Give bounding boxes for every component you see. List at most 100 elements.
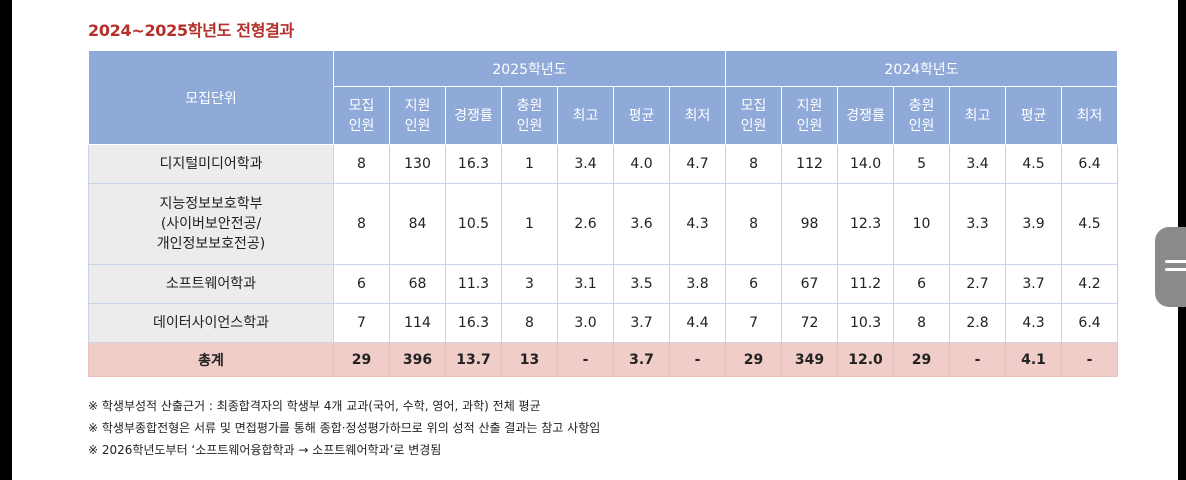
value-cell: 84 [389,183,446,265]
value-cell: 3.0 [557,303,614,343]
value-cell: 10.5 [445,183,502,265]
total-value-cell: 12.0 [837,342,895,377]
value-cell: 16.3 [445,144,502,184]
value-cell: 3.6 [613,183,670,265]
value-cell: 4.5 [1005,144,1063,184]
value-cell: 1 [501,144,558,184]
header-subcolumn: 경쟁률 [837,86,895,145]
value-cell: 3.1 [557,264,614,304]
total-value-cell: - [1061,342,1119,377]
header-subcolumn: 모집 인원 [333,86,390,145]
value-cell: 6 [725,264,783,304]
value-cell: 1 [501,183,558,265]
value-cell: 3.3 [949,183,1007,265]
value-cell: 4.7 [668,144,727,184]
value-cell: 8 [893,303,951,343]
value-cell: 3.4 [557,144,614,184]
value-cell: 3.9 [1005,183,1063,265]
total-value-cell: 29 [333,342,390,377]
table-row: 지능정보보호학부 (사이버보안전공/개인정보보호전공) 8 84 10.5 1 2.6 3.6… [88,183,1119,265]
value-cell: 112 [781,144,839,184]
value-cell: 16.3 [445,303,502,343]
value-cell: 7 [333,303,390,343]
side-scroll-handle[interactable] [1155,227,1186,307]
total-value-cell: - [949,342,1007,377]
unit-name-cell: 소프트웨어학과 [88,264,334,304]
value-cell: 4.0 [613,144,670,184]
value-cell: 2.6 [557,183,614,265]
page-title: 2024~2025학년도 전형결과 [88,21,294,40]
value-cell: 2.7 [949,264,1007,304]
value-cell: 2.8 [949,303,1007,343]
header-year-2025: 2025학년도 [332,50,727,87]
value-cell: 3 [501,264,558,304]
total-value-cell: 13 [501,342,558,377]
value-cell: 14.0 [837,144,895,184]
value-cell: 6 [333,264,390,304]
value-cell: 8 [333,183,390,265]
value-cell: 6.4 [1061,144,1119,184]
total-value-cell: 29 [893,342,951,377]
header-unit: 모집단위 [88,50,334,145]
footnote: ※ 2026학년도부터 ‘소프트웨어융합학과 → 소프트웨어학과’로 변경됨 [88,443,442,457]
header-subcolumn: 충원 인원 [893,86,951,145]
admission-results-table: 모집단위 2025학년도 2024학년도 모집 인원 지원 인원 경쟁률 충원 인원 최고 평균… [88,50,1119,377]
table-body: 디지털미디어학과 8 130 16.3 1 3.4 4.0 4.7 8 112 14.0 5 3.4 4.… [88,144,1119,377]
total-row: 총계 29 396 13.7 13-3.7-29 349 12.0 29-4.1- [88,342,1119,377]
total-value-cell: 13.7 [445,342,502,377]
total-value-cell: - [557,342,614,377]
header-subcolumn: 지원 인원 [781,86,839,145]
total-value-cell: 349 [781,342,839,377]
total-value-cell: 29 [725,342,783,377]
value-cell: 3.7 [613,303,670,343]
value-cell: 4.3 [668,183,727,265]
value-cell: 4.5 [1061,183,1119,265]
header-subcolumn: 모집 인원 [725,86,783,145]
footnote: ※ 학생부성적 산출근거 : 최종합격자의 학생부 4개 교과(국어, 수학, … [88,399,541,413]
table-row: 소프트웨어학과 6 68 11.3 3 3.1 3.5 3.8 6 67 11.2 6 2.7 3.7 4.… [88,264,1119,304]
header-subcolumn: 최고 [557,86,614,145]
header-subcolumn: 경쟁률 [445,86,502,145]
table-row: 데이터사이언스학과 7 114 16.3 8 3.0 3.7 4.4 7 72 10.3 8 2.8 4.… [88,303,1119,343]
header-row-years: 모집단위 2025학년도 2024학년도 [88,50,1119,145]
value-cell: 4.4 [668,303,727,343]
value-cell: 68 [389,264,446,304]
header-year-2024: 2024학년도 [725,50,1119,87]
value-cell: 3.8 [668,264,727,304]
value-cell: 3.7 [1005,264,1063,304]
value-cell: 7 [725,303,783,343]
value-cell: 6.4 [1061,303,1119,343]
value-cell: 12.3 [837,183,895,265]
value-cell: 8 [725,183,783,265]
header-row-subcolumns: 모집 인원 지원 인원 경쟁률 충원 인원 최고 평균 최저 모집 인원 지원 인원 경쟁률 충원 인원 최고 평균… [89,86,1119,145]
unit-name-cell: 데이터사이언스학과 [88,303,334,343]
value-cell: 11.3 [445,264,502,304]
footnotes: ※ 학생부성적 산출근거 : 최종합격자의 학생부 4개 교과(국어, 수학, … [88,395,600,461]
header-subcolumn: 최저 [668,86,727,145]
header-subcolumn: 충원 인원 [501,86,558,145]
total-value-cell: - [668,342,727,377]
value-cell: 8 [333,144,390,184]
value-cell: 4.3 [1005,303,1063,343]
value-cell: 8 [501,303,558,343]
value-cell: 130 [389,144,446,184]
total-value-cell: 396 [389,342,446,377]
value-cell: 3.5 [613,264,670,304]
header-subcolumn: 최저 [1061,86,1119,145]
value-cell: 3.4 [949,144,1007,184]
left-frame-border [0,0,12,480]
value-cell: 10.3 [837,303,895,343]
table-row: 디지털미디어학과 8 130 16.3 1 3.4 4.0 4.7 8 112 14.0 5 3.4 4.… [88,144,1119,184]
value-cell: 72 [781,303,839,343]
value-cell: 10 [893,183,951,265]
value-cell: 5 [893,144,951,184]
total-value-cell: 4.1 [1005,342,1063,377]
header-subcolumn: 평균 [613,86,670,145]
value-cell: 11.2 [837,264,895,304]
footnote: ※ 학생부종합전형은 서류 및 면접평가를 통해 종합·정성평가하므로 위의 성… [88,421,601,435]
value-cell: 6 [893,264,951,304]
value-cell: 8 [725,144,783,184]
header-subcolumn: 평균 [1005,86,1063,145]
value-cell: 98 [781,183,839,265]
unit-name-cell: 지능정보보호학부 (사이버보안전공/개인정보보호전공) [88,183,334,265]
